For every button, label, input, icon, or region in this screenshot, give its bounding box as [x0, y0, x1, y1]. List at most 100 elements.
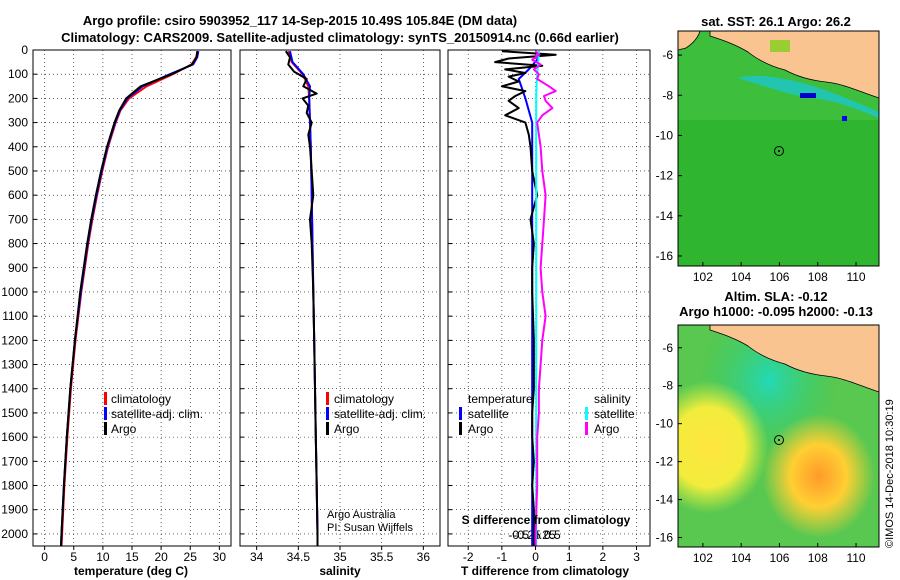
legend-label-temp-satellite: satellite	[468, 407, 509, 421]
map-y-tick-label: -16	[656, 531, 674, 545]
x-tick-label: 35	[333, 550, 347, 564]
figure-title-line1: Argo profile: csiro 5903952_117 14-Sep-2…	[83, 13, 517, 28]
x-tick-label: 2	[600, 550, 607, 564]
x-tick-label: 30	[213, 550, 227, 564]
map-y-tick-label: -10	[656, 128, 674, 142]
y-tick-label: 1500	[1, 406, 28, 420]
x-tick-label: 34	[250, 550, 264, 564]
map-y-tick-label: -8	[662, 88, 673, 102]
x2-tick-label: -0.5	[508, 528, 529, 542]
y-tick-label: 1800	[1, 479, 28, 493]
sst-profile-marker	[774, 146, 784, 156]
x-tick-label: 34.5	[287, 550, 311, 564]
sst-map-panel: sat. SST: 26.1 Argo: 26.2 102 104 106 108 11…	[656, 14, 880, 284]
figure-title-line2: Climatology: CARS2009. Satellite-adjuste…	[61, 30, 619, 45]
y-tick-label: 1900	[1, 503, 28, 517]
x-tick-label: 5	[70, 550, 77, 564]
x-tick-label: 3	[633, 550, 640, 564]
legend-swatch-satellite	[104, 407, 107, 420]
legend-swatch-satellite	[326, 407, 329, 420]
map-x-tick-label: 110	[846, 551, 865, 565]
x-tick-label: -2	[463, 550, 474, 564]
temperature-xlabel: temperature (deg C)	[74, 564, 188, 578]
legend-title-temperature: temperature	[468, 392, 533, 406]
map-y-tick-label: -14	[656, 493, 674, 507]
y-tick-label: 100	[8, 67, 28, 81]
temperature-axes-frame	[32, 49, 232, 547]
legend-label-sal-argo: Argo	[594, 422, 620, 436]
sla-land	[709, 325, 879, 393]
sla-map-title2: Argo h1000: -0.095 h2000: -0.13	[679, 304, 873, 319]
map-y-tick-label: -6	[662, 48, 673, 62]
temperature-panel: 0 5 10 15 20 25 30 0 100 200 300 400 500 600 700 800 90…	[1, 43, 232, 578]
x2-tick-label: 0.25	[532, 528, 556, 542]
legend-label-satellite: satellite-adj. clim.	[111, 407, 203, 421]
x-tick-label: 15	[125, 550, 139, 564]
y-tick-label: 2000	[1, 527, 28, 541]
map-x-tick-label: 110	[846, 270, 865, 284]
sst-profile-dot	[778, 150, 780, 152]
map-y-tick-label: -10	[656, 417, 674, 431]
legend-swatch-sal-satellite	[585, 407, 588, 420]
y-tick-label: 1300	[1, 358, 28, 372]
sst-inland-patch	[770, 40, 790, 52]
y-tick-label: 1600	[1, 430, 28, 444]
legend-label-argo: Argo	[111, 422, 137, 436]
map-y-tick-label: -12	[656, 455, 674, 469]
legend-label-climatology: climatology	[334, 392, 394, 406]
legend-swatch-climatology	[104, 392, 107, 405]
attribution-line2: PI: Susan Wijffels	[327, 522, 413, 534]
y-tick-label: 600	[8, 188, 28, 202]
legend-label-sal-satellite: satellite	[594, 407, 635, 421]
map-x-tick-label: 108	[808, 270, 828, 284]
difference-legend-salinity: salinity satellite Argo	[585, 392, 635, 436]
map-x-tick-label: 106	[769, 270, 789, 284]
series-line-salinity-satellite	[535, 51, 540, 546]
y-tick-label: 1700	[1, 454, 28, 468]
series-line-argo	[60, 51, 199, 546]
salinity-xlabel: salinity	[319, 564, 361, 578]
x-tick-label: 36	[417, 550, 431, 564]
y-tick-label: 900	[8, 261, 28, 275]
map-x-tick-label: 106	[769, 551, 789, 565]
y-tick-label: 700	[8, 212, 28, 226]
sla-map-panel: Altim. SLA: -0.12 Argo h1000: -0.095 h20…	[656, 289, 880, 565]
legend-label-satellite: satellite-adj. clim.	[334, 407, 426, 421]
map-x-tick-label: 102	[693, 551, 713, 565]
salinity-panel: 34 34.5 35 35.5 36 salinity climatology sate…	[239, 49, 441, 578]
series-line-salinity-argo	[531, 50, 557, 546]
difference-legend-temperature: temperature satellite Argo	[459, 392, 533, 436]
land-java-sumatra	[709, 31, 879, 99]
difference-axes-frame	[447, 49, 651, 547]
legend-swatch-argo	[104, 422, 107, 435]
y-tick-label: 800	[8, 237, 28, 251]
y-tick-label: 1000	[1, 285, 28, 299]
map-y-tick-label: -14	[656, 209, 674, 223]
attribution-line1: Argo Australia	[327, 509, 396, 521]
legend-swatch-temp-satellite	[459, 407, 462, 420]
legend-title-salinity: salinity	[594, 392, 631, 406]
sst-field-south	[678, 120, 879, 266]
legend-swatch-climatology	[326, 392, 329, 405]
map-y-tick-label: -8	[662, 379, 673, 393]
sla-map-title1: Altim. SLA: -0.12	[724, 289, 827, 304]
sla-profile-dot	[778, 439, 780, 441]
y-tick-label: 0	[21, 43, 28, 57]
salinity-legend: climatology satellite-adj. clim. Argo	[326, 392, 426, 436]
y-tick-label: 1400	[1, 382, 28, 396]
legend-label-temp-argo: Argo	[468, 422, 494, 436]
credit-text: ©IMOS 14-Dec-2018 10:30:19	[884, 399, 896, 548]
x-tick-label: -1	[497, 550, 508, 564]
difference-xlabel: T difference from climatology	[461, 564, 629, 578]
x-tick-label: 20	[154, 550, 168, 564]
legend-label-climatology: climatology	[111, 392, 171, 406]
x-tick-label: 0	[41, 550, 48, 564]
series-line-temperature-argo	[494, 50, 557, 546]
sst-cold-pixel	[842, 116, 847, 121]
x-tick-label: 35.5	[370, 550, 394, 564]
y-tick-label: 500	[8, 164, 28, 178]
map-x-tick-label: 104	[731, 270, 751, 284]
difference-x2label: S difference from climatology	[462, 513, 631, 527]
sla-profile-marker	[774, 435, 784, 445]
